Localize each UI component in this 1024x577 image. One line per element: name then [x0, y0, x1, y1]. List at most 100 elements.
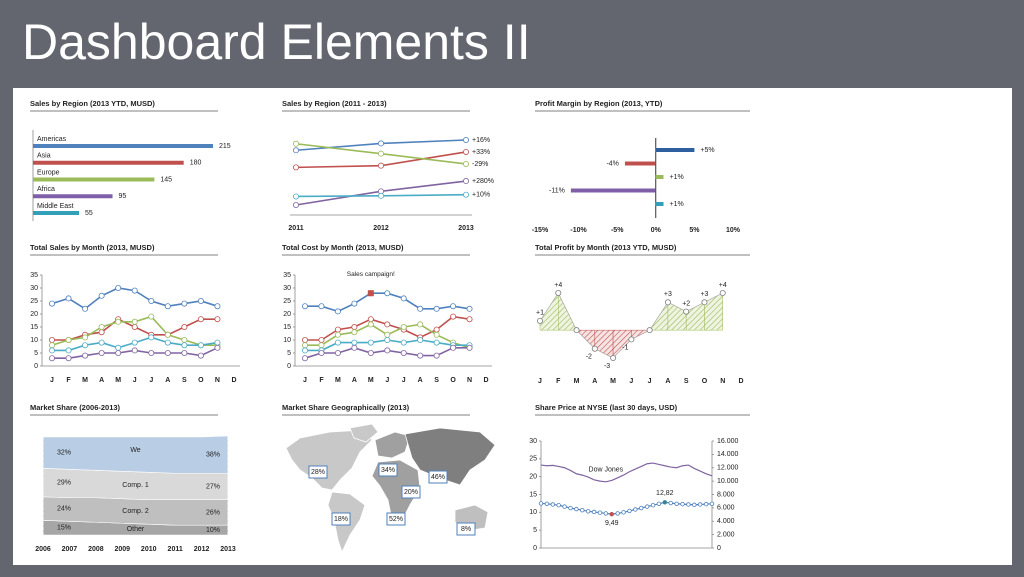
x-tick-label: 5%: [689, 227, 700, 234]
y-tick-label: 30: [283, 285, 291, 292]
x-tick-label: F: [556, 378, 561, 385]
marker: [633, 507, 638, 512]
marker: [609, 511, 614, 517]
marker: [301, 303, 308, 310]
marker: [49, 355, 56, 362]
value-label: 55: [85, 210, 93, 217]
value-label: +4: [554, 282, 562, 289]
marker: [384, 321, 391, 328]
marker: [214, 316, 221, 323]
x-tick-label: A: [418, 377, 423, 384]
marker: [318, 342, 325, 349]
marker: [301, 355, 308, 362]
marker: [400, 339, 407, 346]
marker: [698, 502, 703, 507]
x-tick-label: F: [319, 377, 324, 384]
marker: [131, 318, 138, 325]
marker: [719, 289, 726, 296]
x-tick-label: 2006: [35, 546, 51, 553]
marker: [197, 352, 204, 359]
annotation-box: Sales campaign!: [347, 271, 395, 278]
marker: [433, 339, 440, 346]
marker: [49, 347, 56, 354]
y-tick-label: 20: [283, 311, 291, 318]
marker: [627, 508, 632, 514]
marker: [318, 303, 325, 310]
marker: [292, 140, 299, 147]
marker: [703, 501, 709, 507]
share-label: 28%: [311, 469, 325, 476]
series-end-label: +10%: [472, 192, 490, 199]
y-tick-label: 35: [283, 272, 291, 279]
y-tick-label: 30: [529, 438, 537, 445]
marker: [668, 500, 673, 506]
x-tick-label: 2013: [458, 225, 474, 232]
value-label: 29%: [57, 479, 71, 486]
share-label: 46%: [431, 474, 445, 481]
x-tick-label: A: [592, 378, 597, 385]
bar: [33, 144, 213, 148]
marker: [115, 318, 122, 325]
x-tick-label: S: [434, 377, 439, 384]
marker: [384, 331, 391, 338]
y-tick-label: 20: [529, 474, 537, 481]
marker: [639, 505, 644, 511]
x-tick-label: -5%: [611, 227, 624, 234]
marker: [450, 313, 457, 320]
series-end-label: +33%: [472, 149, 490, 156]
y-tick-label: 15: [30, 324, 38, 331]
marker: [450, 344, 457, 351]
category-label: Asia: [37, 153, 51, 160]
marker: [644, 504, 650, 509]
marker: [131, 339, 138, 346]
marker: [334, 308, 341, 315]
y-tick-label: 20: [30, 311, 38, 318]
marker: [377, 162, 384, 169]
x-tick-label: 2011: [168, 546, 183, 553]
x-tick-label: F: [66, 377, 71, 384]
value-label: +1%: [670, 201, 684, 208]
marker: [400, 295, 407, 302]
marker: [131, 287, 138, 294]
value-label: 9,49: [605, 520, 619, 527]
marker: [49, 336, 56, 343]
marker: [82, 334, 89, 341]
x-tick-label: 2008: [88, 546, 104, 553]
share-box: [378, 463, 398, 477]
x-tick-label: S: [182, 377, 187, 384]
marker: [384, 336, 391, 343]
marker: [181, 342, 188, 349]
value-label: 15%: [57, 524, 71, 531]
marker: [292, 164, 299, 171]
x-tick-label: O: [198, 377, 204, 384]
marker: [65, 295, 72, 302]
x-tick-label: D: [231, 377, 236, 384]
chart-title: Share Price at NYSE (last 30 days, USD): [535, 403, 678, 412]
marker: [615, 511, 620, 516]
bar: [624, 161, 656, 166]
share-label: 52%: [389, 516, 403, 523]
y-tick-label: 35: [30, 272, 38, 279]
x-tick-label: M: [115, 377, 121, 384]
bar: [33, 177, 155, 182]
x-tick-label: A: [665, 378, 670, 385]
share-box: [428, 470, 448, 484]
y2-tick-label: 4.000: [717, 518, 735, 525]
x-tick-label: N: [467, 377, 472, 384]
marker: [148, 349, 155, 356]
marker: [214, 344, 221, 351]
marker: [334, 349, 341, 356]
marker: [181, 300, 188, 307]
marker: [555, 289, 562, 296]
y2-tick-label: 10.000: [717, 478, 739, 485]
x-tick-label: O: [450, 377, 456, 384]
x-tick-label: 2013: [220, 546, 236, 553]
marker: [351, 344, 358, 351]
y-tick-label: 25: [30, 298, 38, 305]
marker: [98, 349, 105, 356]
marker: [692, 502, 697, 508]
x-tick-label: J: [402, 377, 406, 384]
marker: [650, 503, 656, 508]
marker: [674, 501, 679, 506]
marker: [377, 140, 384, 147]
